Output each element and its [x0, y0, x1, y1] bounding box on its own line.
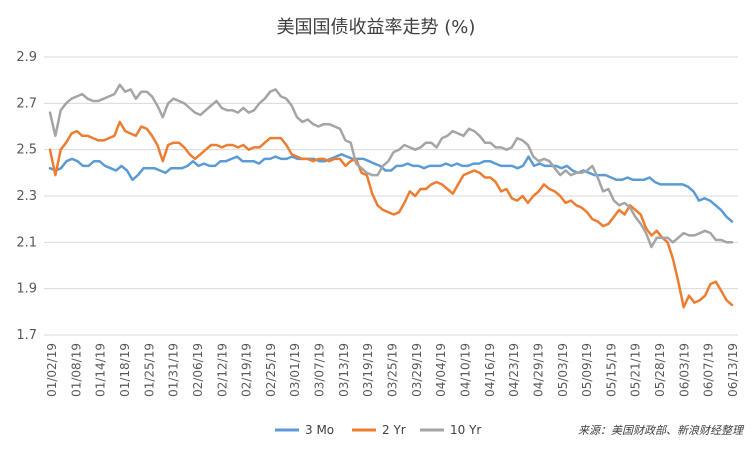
y-tick-label: 2.7	[16, 96, 37, 111]
x-tick-label: 03/19/19	[361, 343, 375, 397]
source-note: 来源：美国财政部、新浪财经整理	[578, 424, 745, 437]
y-tick-label: 2.5	[16, 143, 37, 158]
x-tick-label: 06/13/19	[726, 343, 740, 397]
x-axis-ticks: 01/02/19 01/08/19 01/14/19 01/18/19 01/25/19…	[45, 343, 740, 397]
x-tick-label: 01/25/19	[142, 343, 156, 397]
x-tick-label: 04/23/19	[507, 343, 521, 397]
x-tick-label: 01/02/19	[45, 343, 59, 397]
x-tick-label: 03/01/19	[288, 343, 302, 397]
legend-label: 10 Yr	[450, 423, 481, 437]
x-tick-label: 01/14/19	[94, 343, 108, 397]
x-tick-label: 05/21/19	[629, 343, 643, 397]
x-tick-label: 03/29/19	[410, 343, 424, 397]
y-tick-label: 2.3	[16, 189, 37, 204]
series-line-2-yr	[48, 120, 734, 309]
series-line-3-mo	[48, 153, 734, 223]
y-tick-label: 2.9	[16, 50, 37, 65]
legend: 3 Mo 2 Yr 10 Yr	[275, 423, 481, 437]
x-tick-label: 02/25/19	[264, 343, 278, 397]
x-tick-label: 02/19/19	[240, 343, 254, 397]
y-tick-label: 2.1	[16, 235, 37, 250]
x-tick-label: 05/28/19	[653, 343, 667, 397]
x-tick-label: 02/06/19	[191, 343, 205, 397]
x-tick-label: 05/03/19	[556, 343, 570, 397]
x-tick-label: 01/08/19	[69, 343, 83, 397]
x-tick-label: 06/03/19	[677, 343, 691, 397]
x-tick-label: 01/18/19	[118, 343, 132, 397]
x-tick-label: 03/13/19	[337, 343, 351, 397]
y-axis-ticks: 1.7 1.9 2.1 2.3 2.5 2.7 2.9	[16, 50, 37, 343]
x-tick-label: 04/10/19	[458, 343, 472, 397]
legend-label: 3 Mo	[305, 423, 334, 437]
x-tick-label: 06/07/19	[702, 343, 716, 397]
x-tick-label: 05/09/19	[580, 343, 594, 397]
x-tick-label: 04/04/19	[434, 343, 448, 397]
x-tick-label: 02/12/19	[215, 343, 229, 397]
gridlines	[44, 56, 738, 336]
x-tick-label: 04/16/19	[483, 343, 497, 397]
x-tick-label: 03/07/19	[313, 343, 327, 397]
x-tick-label: 05/15/19	[604, 343, 618, 397]
series-lines	[48, 83, 734, 309]
chart-title: 美国国债收益率走势 (%)	[277, 17, 476, 38]
x-tick-label: 01/31/19	[167, 343, 181, 397]
x-tick-label: 04/29/19	[531, 343, 545, 397]
x-tick-label: 03/25/19	[386, 343, 400, 397]
y-tick-label: 1.7	[16, 328, 37, 343]
y-tick-label: 1.9	[16, 282, 37, 297]
series-line-10-yr	[48, 83, 734, 249]
legend-label: 2 Yr	[382, 423, 406, 437]
